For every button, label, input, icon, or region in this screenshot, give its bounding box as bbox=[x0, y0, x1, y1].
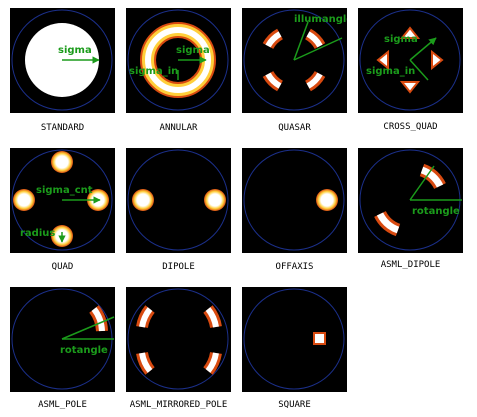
rotangle-label: rotangle bbox=[60, 345, 108, 356]
pole-right bbox=[204, 189, 226, 211]
pole-core bbox=[265, 72, 282, 89]
pole-top bbox=[51, 151, 73, 173]
caption-asml-pole: ASML_POLE bbox=[38, 400, 87, 410]
pole-core bbox=[306, 31, 323, 48]
caption-cross-quad: CROSS_QUAD bbox=[383, 122, 438, 132]
caption-standard: STANDARD bbox=[40, 123, 85, 133]
pupil-ring bbox=[11, 149, 113, 251]
pole-top bbox=[399, 26, 421, 39]
caption-square: SQUARE bbox=[278, 400, 311, 410]
pole-left bbox=[132, 189, 154, 211]
panel-offaxis bbox=[242, 148, 347, 253]
pupil-ring bbox=[127, 9, 229, 111]
sigma-in-label: sigma_in bbox=[366, 66, 415, 77]
pole-core bbox=[139, 307, 153, 328]
asml-mirrored-pole-illumination bbox=[127, 288, 229, 390]
offaxis-illumination bbox=[243, 149, 345, 251]
pole-core bbox=[205, 307, 219, 328]
pole-core bbox=[205, 352, 219, 373]
caption-quad: QUAD bbox=[51, 262, 74, 272]
panel-asml-mirrored-pole bbox=[126, 287, 231, 392]
caption-asml-mirrored-pole: ASML_MIRRORED_POLE bbox=[129, 400, 228, 410]
panel-standard: sigma bbox=[10, 8, 115, 113]
annular-illumination: sigma sigma_in bbox=[127, 9, 229, 111]
panel-quad: sigma_cnt radius bbox=[10, 148, 115, 253]
pole-core bbox=[139, 352, 153, 373]
dipole-illumination bbox=[127, 149, 229, 251]
annulus-core bbox=[145, 27, 211, 93]
sigma-in-label: sigma_in bbox=[129, 66, 178, 77]
asml-dipole-illumination: rotangle bbox=[359, 149, 462, 251]
quad-illumination: sigma_cnt radius bbox=[11, 149, 113, 251]
quasar-illumination: illumangle bbox=[243, 9, 347, 111]
rotangle-line bbox=[409, 165, 435, 201]
panel-asml-dipole: rotangle bbox=[358, 148, 463, 253]
pole-bottom bbox=[399, 81, 421, 94]
pole-left bbox=[376, 49, 389, 71]
standard-illumination: sigma bbox=[11, 9, 113, 111]
caption-asml-dipole: ASML_DIPOLE bbox=[380, 260, 441, 270]
cross-quad-illumination: sigma sigma_in bbox=[359, 9, 461, 111]
radius-label: radius bbox=[20, 228, 55, 239]
panel-square bbox=[242, 287, 347, 392]
panel-quasar: illumangle bbox=[242, 8, 347, 113]
pole-core bbox=[420, 166, 444, 188]
sigma-cnt-label: sigma_cnt bbox=[36, 185, 93, 196]
caption-annular: ANNULAR bbox=[159, 123, 198, 133]
pole-core bbox=[91, 307, 105, 332]
illumangle-line-2 bbox=[293, 37, 343, 61]
rotangle-line bbox=[61, 316, 115, 340]
illumangle-line bbox=[293, 21, 309, 61]
pole-right bbox=[316, 189, 338, 211]
caption-quasar: QUASAR bbox=[278, 123, 311, 133]
pupil-ring bbox=[243, 288, 345, 390]
pupil-ring bbox=[243, 9, 345, 111]
pupil-ring bbox=[127, 149, 229, 251]
pole-core bbox=[376, 212, 400, 234]
illumangle-label: illumangle bbox=[294, 14, 347, 25]
caption-offaxis: OFFAXIS bbox=[275, 262, 314, 272]
pole-right bbox=[431, 49, 444, 71]
sigma-arrow bbox=[409, 37, 437, 61]
rotangle-label: rotangle bbox=[412, 206, 460, 217]
pole-core bbox=[306, 72, 323, 89]
square-source bbox=[313, 332, 326, 345]
sigma-in-arrow bbox=[409, 59, 429, 81]
panel-annular: sigma sigma_in bbox=[126, 8, 231, 113]
panel-cross-quad: sigma sigma_in bbox=[358, 8, 463, 113]
pole-left bbox=[13, 189, 35, 211]
panel-asml-pole: rotangle bbox=[10, 287, 115, 392]
pole-core bbox=[265, 31, 282, 48]
pupil-ring bbox=[11, 9, 113, 111]
square-illumination bbox=[243, 288, 345, 390]
pupil-ring bbox=[359, 9, 461, 111]
pupil-ring bbox=[127, 288, 229, 390]
asml-pole-illumination: rotangle bbox=[11, 288, 115, 390]
sigma-label: sigma bbox=[176, 45, 210, 56]
pupil-ring bbox=[243, 149, 345, 251]
sigma-label: sigma bbox=[58, 45, 92, 56]
sigma-label: sigma bbox=[384, 34, 418, 45]
panel-dipole bbox=[126, 148, 231, 253]
caption-dipole: DIPOLE bbox=[162, 262, 195, 272]
